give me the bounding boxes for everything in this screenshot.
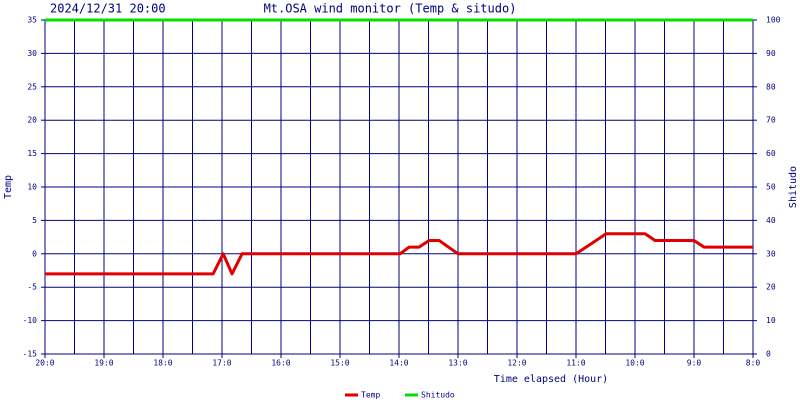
y-tick-label: 5 — [32, 216, 37, 225]
y2-tick-label: 40 — [766, 216, 776, 225]
y-tick-label: 10 — [27, 183, 37, 192]
y2-tick-label: 60 — [766, 149, 776, 158]
x-tick-label: 10:0 — [625, 359, 644, 368]
y-tick-label: -10 — [23, 316, 38, 325]
x-tick-label: 9:0 — [687, 359, 702, 368]
legend-label: Temp — [361, 391, 380, 400]
y-tick-label: 35 — [27, 16, 37, 25]
legend-label: Shitudo — [421, 391, 455, 400]
x-tick-label: 16:0 — [271, 359, 290, 368]
y-tick-label: 20 — [27, 116, 37, 125]
x-tick-label: 12:0 — [507, 359, 526, 368]
y2-tick-label: 50 — [766, 183, 776, 192]
y2-tick-label: 100 — [766, 16, 781, 25]
y-tick-label: 30 — [27, 49, 37, 58]
y2-tick-label: 80 — [766, 82, 776, 91]
y2-axis-title: Shitudo — [788, 166, 799, 208]
x-axis-title: Time elapsed (Hour) — [494, 374, 608, 385]
x-tick-label: 19:0 — [94, 359, 113, 368]
y2-tick-label: 70 — [766, 116, 776, 125]
series-line — [45, 232, 753, 276]
x-tick-label: 15:0 — [330, 359, 349, 368]
x-tick-label: 18:0 — [153, 359, 172, 368]
chart-title: Mt.OSA wind monitor (Temp & situdo) — [264, 2, 517, 16]
y2-tick-label: 90 — [766, 49, 776, 58]
y-tick-label: 15 — [27, 149, 37, 158]
x-tick-label: 17:0 — [212, 359, 231, 368]
y2-tick-label: 30 — [766, 249, 776, 258]
x-tick-label: 11:0 — [566, 359, 585, 368]
x-tick-label: 14:0 — [389, 359, 408, 368]
x-tick-label: 20:0 — [35, 359, 54, 368]
x-tick-label: 13:0 — [448, 359, 467, 368]
y-axis-title: Temp — [3, 175, 14, 199]
y-tick-label: 25 — [27, 82, 37, 91]
y2-tick-label: 0 — [766, 350, 771, 359]
timestamp: 2024/12/31 20:00 — [50, 2, 166, 16]
y2-tick-label: 10 — [766, 316, 776, 325]
x-tick-label: 8:0 — [746, 359, 761, 368]
y2-tick-label: 20 — [766, 283, 776, 292]
y-tick-label: 0 — [32, 249, 37, 258]
y-tick-label: -5 — [27, 283, 37, 292]
y-tick-label: -15 — [23, 350, 38, 359]
